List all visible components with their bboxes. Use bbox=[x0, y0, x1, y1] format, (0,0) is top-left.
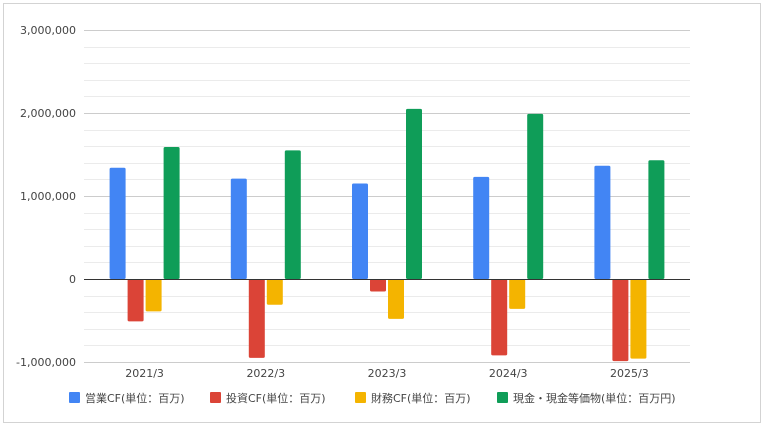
bar bbox=[163, 147, 180, 279]
bar bbox=[491, 279, 508, 356]
legend-swatch bbox=[355, 392, 366, 403]
legend-label: 財務CF(単位：百万) bbox=[371, 391, 471, 405]
legend-label: 投資CF(単位：百万) bbox=[226, 391, 326, 405]
x-tick-label: 2023/3 bbox=[368, 367, 407, 380]
legend-label: 現金・現金等価物(単位：百万円) bbox=[513, 391, 676, 405]
x-tick-label: 2024/3 bbox=[489, 367, 528, 380]
bar bbox=[594, 165, 611, 279]
y-axis-ticks: 3,000,000 2,000,000 1,000,000 0 -1,000,000 bbox=[16, 24, 76, 369]
y-tick-label: 0 bbox=[69, 273, 76, 286]
bar bbox=[230, 178, 247, 279]
bar bbox=[145, 279, 162, 312]
bar bbox=[284, 150, 301, 279]
legend-item: 投資CF(単位：百万) bbox=[210, 391, 326, 405]
legend: 営業CF(単位：百万) 投資CF(単位：百万) 財務CF(単位：百万) 現金・現金等価… bbox=[69, 391, 676, 405]
y-tick-label: -1,000,000 bbox=[16, 356, 76, 369]
gridlines bbox=[84, 30, 690, 363]
y-tick-label: 1,000,000 bbox=[20, 190, 76, 203]
legend-item: 財務CF(単位：百万) bbox=[355, 391, 471, 405]
legend-swatch bbox=[497, 392, 508, 403]
bar bbox=[473, 176, 490, 279]
bar bbox=[648, 160, 665, 279]
bar bbox=[127, 279, 144, 322]
legend-label: 営業CF(単位：百万) bbox=[85, 391, 185, 405]
bar bbox=[406, 108, 422, 279]
bars bbox=[109, 108, 665, 362]
legend-item: 営業CF(単位：百万) bbox=[69, 391, 185, 405]
bar bbox=[527, 113, 544, 279]
y-tick-label: 2,000,000 bbox=[20, 107, 76, 120]
bar bbox=[109, 167, 126, 279]
legend-swatch bbox=[210, 392, 221, 403]
x-axis-ticks: 2021/3 2022/3 2023/3 2024/3 2025/3 bbox=[125, 367, 649, 380]
bar bbox=[630, 279, 647, 359]
x-tick-label: 2022/3 bbox=[246, 367, 285, 380]
bar bbox=[388, 279, 404, 319]
bar bbox=[612, 279, 629, 362]
x-tick-label: 2021/3 bbox=[125, 367, 164, 380]
bar bbox=[266, 279, 283, 305]
y-tick-label: 3,000,000 bbox=[20, 24, 76, 37]
bar bbox=[370, 279, 386, 292]
legend-swatch bbox=[69, 392, 80, 403]
bar bbox=[248, 279, 265, 358]
bar bbox=[509, 279, 526, 309]
bar bbox=[352, 183, 368, 279]
x-tick-label: 2025/3 bbox=[610, 367, 649, 380]
legend-item: 現金・現金等価物(単位：百万円) bbox=[497, 391, 676, 405]
